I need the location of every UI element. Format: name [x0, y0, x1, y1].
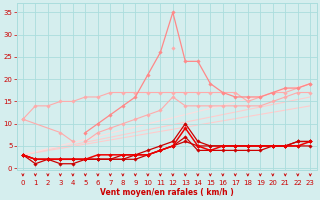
X-axis label: Vent moyen/en rafales ( km/h ): Vent moyen/en rafales ( km/h ) — [100, 188, 234, 197]
